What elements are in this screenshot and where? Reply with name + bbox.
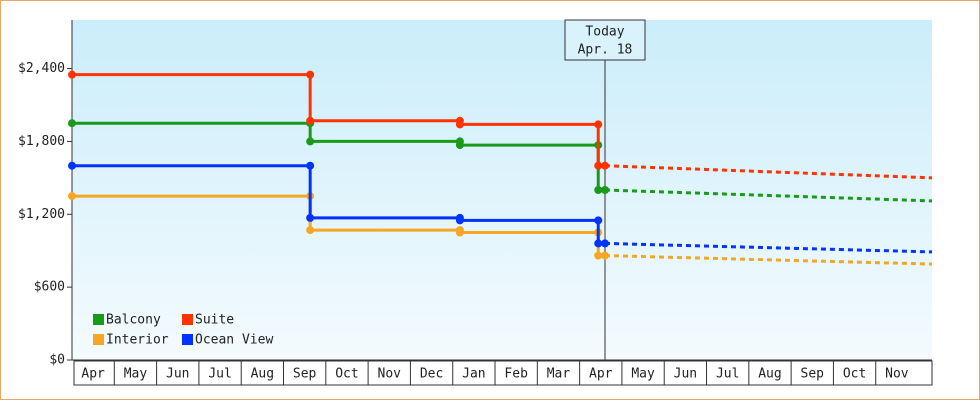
point [455, 216, 464, 225]
x-tick-label: Aug [758, 367, 781, 382]
point [306, 116, 315, 125]
legend-label: Suite [195, 313, 234, 328]
x-tick-label: Sep [801, 367, 825, 382]
forecast-line [604, 188, 933, 203]
point [594, 239, 603, 248]
x-tick-label: Oct [843, 367, 866, 382]
x-tick-label: May [124, 367, 148, 382]
point [594, 186, 603, 194]
point [455, 120, 464, 129]
x-tick-label: Dec [420, 367, 443, 382]
x-tick-label: Nov [378, 367, 402, 382]
point [594, 161, 603, 170]
point [601, 186, 610, 194]
x-tick-label: Jun [674, 367, 697, 382]
point [306, 226, 315, 235]
legend-swatch [93, 314, 104, 325]
y-tick-label: $600 [34, 280, 65, 295]
point [455, 228, 464, 237]
point [68, 70, 76, 79]
x-tick-label: Jul [208, 367, 231, 382]
x-tick-label: Jan [462, 367, 485, 382]
point [68, 161, 76, 170]
y-tick-label: $0 [49, 353, 65, 368]
x-tick-label: Apr [589, 367, 613, 382]
x-tick-label: Jul [716, 367, 739, 382]
y-tick-label: $2,400 [18, 61, 65, 76]
x-tick-label: Sep [293, 367, 317, 382]
point [594, 216, 603, 225]
x-tick-label: May [631, 367, 655, 382]
x-tick-label: Jun [166, 367, 189, 382]
plot-area [72, 20, 932, 360]
x-tick-label: Feb [504, 367, 528, 382]
point [68, 119, 76, 128]
legend-swatch [93, 334, 104, 345]
point [306, 70, 315, 79]
forecast-line [604, 164, 933, 180]
x-tick-label: Oct [335, 367, 358, 382]
x-tick-label: Mar [547, 367, 571, 382]
y-tick-label: $1,800 [18, 134, 65, 149]
point [594, 251, 603, 260]
today-box [564, 19, 646, 61]
today-label: Apr. 18 [578, 43, 633, 58]
x-axis-band [73, 360, 933, 386]
legend-swatch [182, 314, 193, 325]
point [601, 161, 610, 170]
point [306, 137, 315, 146]
forecast-line [604, 241, 933, 254]
y-tick-label: $1,200 [18, 207, 65, 222]
point [306, 161, 315, 170]
x-tick-label: Nov [885, 367, 909, 382]
point [601, 239, 610, 248]
legend-label: Interior [106, 333, 169, 348]
legend-label: Ocean View [195, 333, 273, 348]
forecast-line [604, 254, 933, 266]
legend-swatch [182, 334, 193, 345]
x-tick-label: Aug [251, 367, 274, 382]
legend-label: Balcony [106, 313, 161, 328]
point [594, 120, 603, 129]
x-tick-label: Apr [81, 367, 105, 382]
point [68, 192, 76, 201]
point [601, 251, 610, 260]
today-label: Today [585, 25, 624, 40]
point [306, 213, 315, 222]
point [455, 141, 464, 150]
